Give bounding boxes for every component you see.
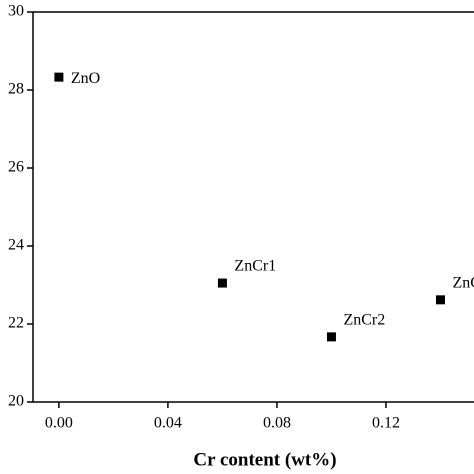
x-tick-label: 0.12 [372, 415, 400, 432]
y-tick-label: 30 [8, 3, 24, 20]
x-tick-label: 0.00 [45, 415, 73, 432]
point [435, 295, 445, 305]
point-label: ZnCr2 [343, 312, 385, 329]
x-tick-label: 0.04 [154, 415, 182, 432]
point [326, 332, 336, 342]
point-label: ZnCr1 [234, 258, 276, 275]
point [54, 72, 64, 82]
y-tick-label: 22 [8, 315, 24, 332]
point-label: ZnC [452, 274, 474, 291]
y-tick-label: 28 [8, 81, 24, 98]
x-axis-title: Cr content (wt%) [193, 449, 336, 470]
point [217, 278, 227, 288]
y-tick-label: 20 [8, 393, 24, 410]
point-label: ZnO [71, 70, 100, 87]
y-tick-label: 26 [8, 159, 24, 176]
x-tick-label: 0.08 [263, 415, 291, 432]
y-tick-label: 24 [8, 237, 24, 254]
